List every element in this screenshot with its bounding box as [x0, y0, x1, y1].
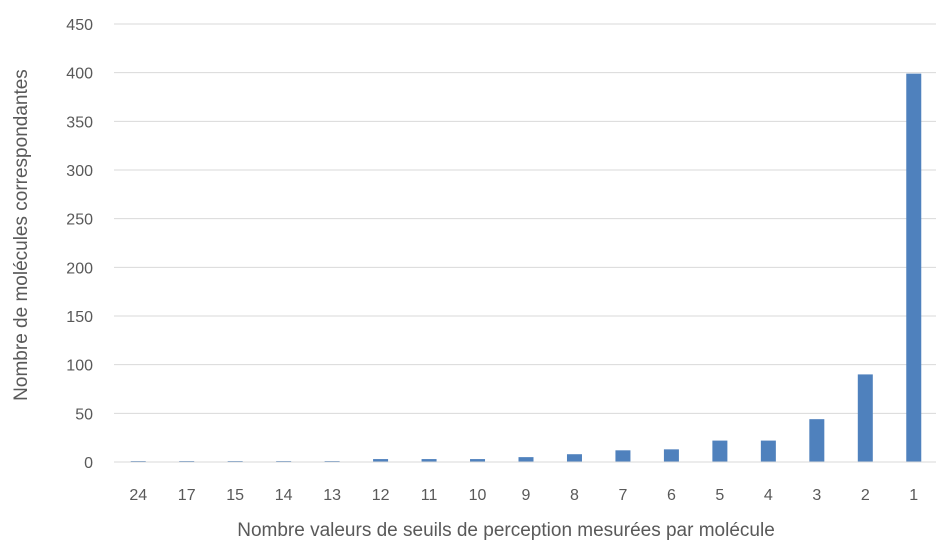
x-tick-label: 17	[178, 487, 196, 504]
x-tick-label: 5	[715, 487, 724, 504]
x-tick-label: 14	[275, 487, 293, 504]
bars	[130, 73, 922, 462]
bar-8	[566, 454, 582, 462]
bar-12	[373, 459, 389, 462]
bar-4	[760, 440, 776, 462]
bar-3	[809, 419, 825, 462]
y-tick-label: 450	[66, 17, 93, 34]
bar-9	[518, 457, 534, 462]
x-tick-label: 8	[570, 487, 579, 504]
bar-2	[857, 374, 873, 462]
bar-1	[906, 73, 922, 462]
x-axis-title: Nombre valeurs de seuils de perception m…	[237, 520, 775, 541]
y-tick-label: 200	[66, 260, 93, 277]
x-tick-label: 11	[421, 487, 438, 504]
x-axis-ticks: 24 17 15 14 13 12 11 10 9 8 7 6 5 4 3 2 1	[129, 487, 918, 504]
x-tick-label: 2	[861, 487, 870, 504]
x-tick-label: 7	[618, 487, 627, 504]
x-tick-label: 9	[522, 487, 531, 504]
y-tick-label: 400	[66, 66, 93, 83]
x-tick-label: 3	[812, 487, 821, 504]
x-tick-label: 12	[372, 487, 390, 504]
x-tick-label: 4	[764, 487, 773, 504]
y-tick-label: 350	[66, 114, 93, 131]
y-axis-ticks: 0 50 100 150 200 250 300 350 400 450	[66, 17, 93, 472]
y-tick-label: 150	[66, 309, 93, 326]
x-tick-label: 1	[909, 487, 918, 504]
bar-6	[663, 449, 679, 462]
bar-7	[615, 450, 631, 462]
x-tick-label: 6	[667, 487, 676, 504]
x-tick-label: 24	[129, 487, 147, 504]
y-tick-label: 50	[75, 406, 93, 423]
y-tick-label: 0	[84, 455, 93, 472]
gridlines	[114, 23, 936, 414]
bar-11	[421, 459, 437, 462]
x-tick-label: 13	[323, 487, 341, 504]
y-axis-title: Nombre de molécules correspondantes	[11, 69, 32, 401]
x-tick-label: 15	[226, 487, 244, 504]
bar-10	[470, 459, 486, 462]
x-tick-label: 10	[469, 487, 487, 504]
y-tick-label: 300	[66, 163, 93, 180]
bar-5	[712, 440, 728, 462]
y-tick-label: 100	[66, 358, 93, 375]
y-tick-label: 250	[66, 212, 93, 229]
